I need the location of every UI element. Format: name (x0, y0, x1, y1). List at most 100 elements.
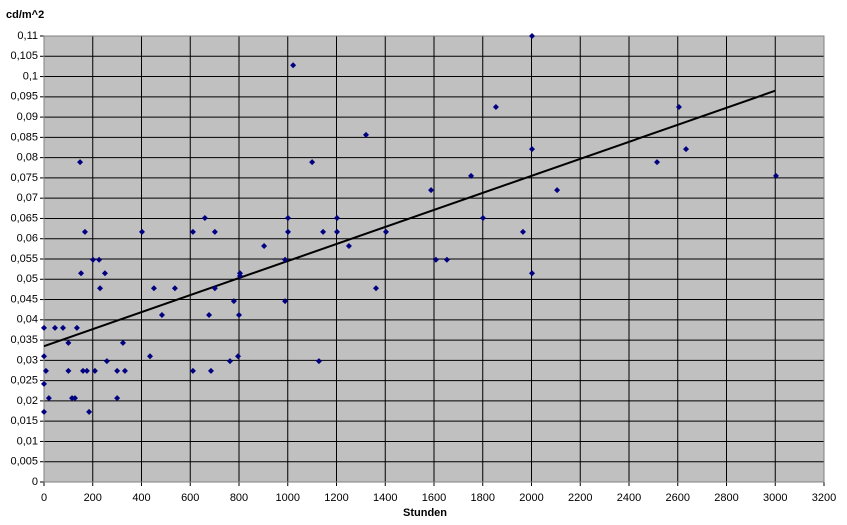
point (654, 159, 661, 166)
y-tick-label: 0,045 (10, 293, 38, 305)
point (60, 324, 67, 331)
point (528, 146, 535, 153)
point (114, 395, 121, 402)
y-tick-label: 0,075 (10, 172, 38, 184)
point (554, 187, 561, 194)
point (41, 380, 47, 387)
point (226, 358, 233, 365)
point (91, 367, 98, 374)
y-tick-label: 0,065 (10, 212, 38, 224)
y-tick-label: 0,08 (17, 152, 38, 164)
point (675, 103, 682, 110)
point (89, 256, 96, 263)
x-tick-label: 3000 (763, 492, 787, 504)
x-tick-label: 1000 (276, 492, 300, 504)
point (45, 395, 52, 402)
point (236, 273, 243, 280)
point (479, 215, 486, 222)
y-tick-label: 0,095 (10, 91, 38, 103)
point (282, 256, 289, 263)
point (428, 187, 435, 194)
y-tick-label: 0,055 (10, 253, 38, 265)
y-tick-label: 0,035 (10, 334, 38, 346)
point (147, 353, 154, 360)
point (158, 311, 165, 318)
point (320, 228, 327, 235)
point (315, 358, 322, 365)
y-tick-label: 0,005 (10, 456, 38, 468)
y-tick-label: 0 (32, 476, 38, 488)
point (71, 395, 78, 402)
point (150, 285, 157, 292)
point (41, 353, 47, 360)
point (80, 367, 86, 374)
point (382, 228, 389, 235)
y-axis-label: cd/m^2 (6, 9, 44, 21)
point (333, 228, 340, 235)
point (372, 285, 379, 292)
point (65, 367, 72, 374)
point (519, 228, 526, 235)
point (77, 159, 84, 166)
point (333, 215, 340, 222)
point (284, 228, 291, 235)
x-tick-label: 2000 (519, 492, 543, 504)
y-tick-label: 0,085 (10, 131, 38, 143)
point (492, 103, 499, 110)
point (114, 367, 121, 374)
x-tick-label: 0 (41, 492, 47, 504)
y-tick-label: 0,02 (17, 395, 38, 407)
point (83, 367, 90, 374)
y-tick-label: 0,01 (17, 435, 38, 447)
y-tick-label: 0,09 (17, 111, 38, 123)
point (189, 228, 196, 235)
point (86, 408, 93, 415)
y-tick-label: 0,015 (10, 415, 38, 427)
point (103, 358, 110, 365)
point (772, 172, 779, 179)
y-tick-label: 0,025 (10, 375, 38, 387)
x-tick-label: 1600 (422, 492, 446, 504)
point (206, 311, 213, 318)
point (119, 339, 126, 346)
y-tick-label: 0,06 (17, 233, 38, 245)
x-tick-label: 1800 (471, 492, 495, 504)
point (51, 324, 58, 331)
point (261, 243, 268, 250)
point (528, 270, 535, 277)
point (468, 172, 475, 179)
trendline (43, 89, 776, 348)
point (345, 243, 352, 250)
x-tick-label: 1200 (324, 492, 348, 504)
point (41, 408, 47, 415)
point (78, 270, 85, 277)
point (171, 285, 178, 292)
x-axis-label: Stunden (403, 507, 447, 519)
point (683, 146, 690, 153)
y-tick-label: 0,1 (23, 70, 38, 82)
x-tick-label: 1400 (373, 492, 397, 504)
point (282, 298, 289, 305)
point (81, 228, 88, 235)
point (201, 215, 208, 222)
point (41, 324, 47, 331)
point (189, 367, 196, 374)
point (65, 339, 72, 346)
x-tick-label: 600 (181, 492, 199, 504)
point (236, 311, 242, 318)
x-tick-label: 2600 (666, 492, 690, 504)
x-tick-label: 2800 (714, 492, 738, 504)
point (211, 228, 218, 235)
point (432, 256, 439, 263)
point (73, 324, 80, 331)
plot-border (43, 35, 825, 483)
point (309, 159, 316, 166)
x-tick-label: 800 (230, 492, 248, 504)
point (207, 367, 214, 374)
y-tick-label: 0,03 (17, 354, 38, 366)
y-tick-label: 0,04 (17, 314, 38, 326)
x-tick-label: 200 (84, 492, 102, 504)
x-tick-label: 2400 (617, 492, 641, 504)
